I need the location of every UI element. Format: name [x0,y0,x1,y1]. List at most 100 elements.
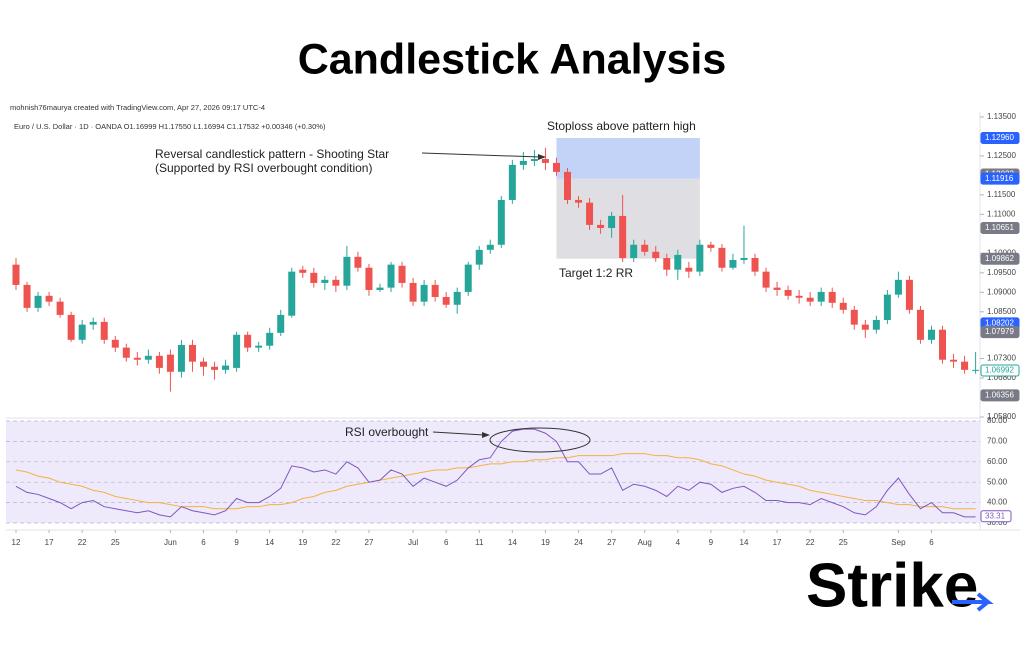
x-tick-label: 19 [541,538,550,547]
x-tick-label: 14 [740,538,749,547]
arrow [432,431,485,436]
candle-body [652,251,660,259]
x-tick-label: 25 [839,538,848,547]
candle-body [541,159,549,163]
rsi-tick-label: 30.00 [987,518,1008,527]
arrow-head [482,432,490,438]
candle-body [795,295,803,298]
x-tick-label: Aug [638,538,652,547]
candle-body [685,267,693,272]
candle-body [343,256,351,286]
candle-body [310,272,318,283]
rsi-tick-label: 80.00 [987,416,1008,425]
candle-body [939,329,947,360]
candle-body [387,264,395,288]
price-tag [980,252,1020,265]
x-tick-label: 11 [475,538,484,547]
x-tick-label: 22 [331,538,340,547]
candle-body [872,319,880,330]
candle-body [641,244,649,252]
price-tag [980,221,1020,234]
x-tick-label: 9 [709,538,714,547]
y-tick-label: 1.09000 [987,287,1016,296]
candle-body [740,258,748,260]
logo-arrow [952,592,994,612]
x-tick-label: 25 [111,538,120,547]
x-tick-label: 19 [298,538,307,547]
x-tick-label: 17 [45,538,54,547]
rsi-tick-label: 70.00 [987,437,1008,446]
candle-body [155,355,163,368]
candle-body [564,171,571,200]
candle-body [188,344,196,362]
candle-body [200,361,208,367]
rsi-tag-label: 33.31 [985,511,1006,520]
candle-body [751,258,759,272]
x-tick-label: 17 [773,538,782,547]
candle-body [597,224,605,229]
candle-body [111,339,119,348]
x-tick-label: Jun [164,538,177,547]
candle-body [365,267,373,290]
symbol-info: Euro / U.S. Dollar · 1D · OANDA O1.16999… [14,122,326,131]
candle-body [89,321,97,325]
candle-body [486,244,494,250]
candle-body [144,355,152,360]
candle-body [828,291,836,303]
candle-body [883,294,891,320]
price-tag-label: 1.06992 [985,366,1014,375]
candle-body [376,287,384,290]
price-tag [980,131,1020,144]
candle-body [211,366,219,370]
candle-body [78,324,86,340]
page-title: Candlestick Analysis [298,35,727,83]
candle-body [332,279,340,286]
rsi-tick-label: 40.00 [987,498,1008,507]
main-layer [12,147,980,518]
candle-body [12,264,20,285]
candle-body [177,344,185,372]
candle-body [927,329,935,340]
candle-body [861,324,869,330]
arrow [421,152,541,158]
candle-body [266,332,274,346]
y-tick-label: 1.07300 [987,354,1016,363]
y-tick-label: 1.06800 [987,373,1016,382]
candle-body [34,295,42,308]
candle-body [817,291,825,302]
candle-body [729,259,737,268]
candle-body [950,359,958,362]
rsi-line [15,428,976,518]
x-tick-label: 9 [234,538,239,547]
candle-body [398,265,406,283]
x-tick-label: 6 [201,538,206,547]
candle-body [497,199,505,245]
stoploss-note: Stoploss above pattern high [547,119,696,133]
x-tick-label: 6 [444,538,449,547]
candle-body [233,334,241,368]
rsi-tick-label: 60.00 [987,457,1008,466]
candle-body [894,279,902,295]
candle-body [608,215,616,229]
candle-body [442,296,450,305]
y-tick-label: 1.09500 [987,268,1016,277]
candle-body [972,369,980,371]
candle-body [255,345,263,348]
candle-body [696,244,704,272]
price-tag-label: 1.07979 [985,327,1014,336]
candle-body [707,244,715,248]
arrow-head [538,154,546,160]
candle-body [806,297,814,302]
price-tag [980,364,1020,377]
candle-body [773,287,781,290]
candle-body [762,271,770,288]
y-tick-label: 1.12500 [987,151,1016,160]
candle-body [961,361,969,370]
candle-body [663,258,671,270]
candle-body [431,284,439,297]
rsi-note: RSI overbought [345,425,429,439]
candle-body [530,159,538,161]
x-tick-label: 22 [806,538,815,547]
pattern-note: Reversal candlestick pattern - Shooting … [155,147,389,161]
